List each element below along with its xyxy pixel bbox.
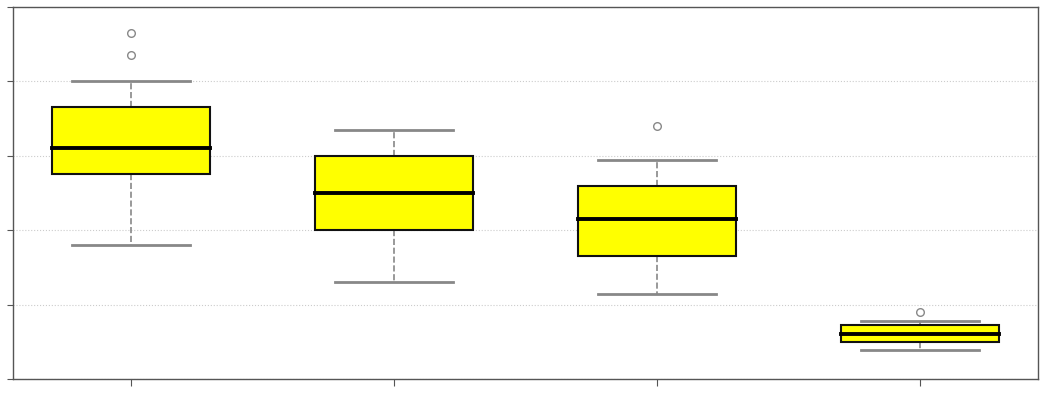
Bar <box>315 156 472 230</box>
Bar <box>578 185 736 256</box>
Bar <box>841 325 999 342</box>
Bar <box>52 107 210 174</box>
